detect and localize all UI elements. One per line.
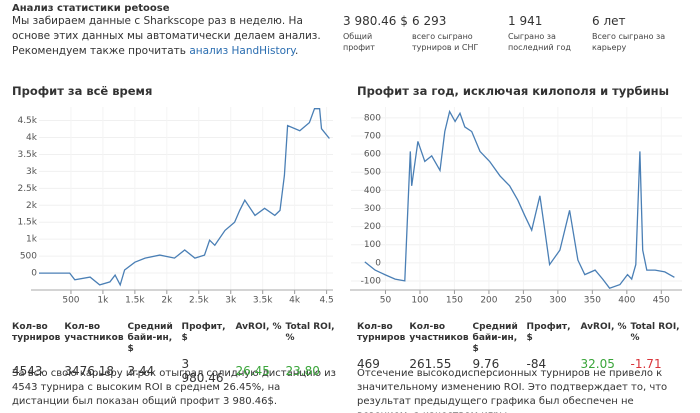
x-tick-label: 100 <box>411 296 428 306</box>
stat-label: Всего сыграно за карьеру <box>592 32 666 52</box>
x-tick-label: 1.5k <box>125 296 145 306</box>
stats-table: Кол-во турниров Кол-во участников Средний … <box>357 322 685 371</box>
cell: 23.80 <box>285 364 320 378</box>
x-tick-label: 350 <box>584 296 601 306</box>
x-tick-label: 150 <box>446 296 463 306</box>
y-tick-label: 3.5k <box>17 150 37 160</box>
y-tick-label: 1k <box>26 235 38 245</box>
y-tick-label: 300 <box>364 204 381 214</box>
column-header: Средний байи-ин, $ <box>472 322 518 354</box>
x-tick-label: 500 <box>62 296 79 306</box>
y-tick-label: 0 <box>31 269 37 279</box>
x-tick-label: 4.5 <box>319 296 333 306</box>
x-tick-label: 2k <box>161 296 173 306</box>
x-tick-label: 2.5k <box>189 296 209 306</box>
note: За всю свою карьеру игрок отыграл солидн… <box>12 368 336 407</box>
stat-label: Сыграно за последний год <box>508 32 571 52</box>
y-tick-label: 100 <box>364 240 381 250</box>
cell: -1.71 <box>630 357 662 371</box>
link[interactable]: анализ HandHistory <box>189 45 296 57</box>
y-tick-label: 500 <box>364 168 381 178</box>
y-tick-label: 2.5k <box>17 184 37 194</box>
y-tick-label: 500 <box>20 252 37 262</box>
x-tick-label: 450 <box>653 296 670 306</box>
x-tick-label: 300 <box>549 296 566 306</box>
cell: 32.05 <box>580 357 615 371</box>
line <box>364 109 675 289</box>
y-tick-label: 1.5k <box>17 218 37 228</box>
y-tick-label: 3k <box>26 167 38 177</box>
y-tick-label: -100 <box>361 276 382 286</box>
cell: 3 980.46 <box>181 357 224 385</box>
x-tick-label: 400 <box>618 296 635 306</box>
x-tick-label: 250 <box>515 296 532 306</box>
y-tick-label: 800 <box>364 113 381 123</box>
note: Отсечение высокодисперсионных турниров н… <box>357 368 668 413</box>
chart-title: Профит за всё время <box>12 84 153 98</box>
cell: 26.45 <box>235 364 270 378</box>
y-tick-label: 0 <box>375 258 381 268</box>
y-tick-label: 200 <box>364 222 381 232</box>
stat-label: всего сыграно турниров и СНГ <box>412 32 479 52</box>
column-header: Средний байи-ин, $ <box>127 322 173 354</box>
y-tick-label: 700 <box>364 131 381 141</box>
cell: 4543 <box>12 364 43 378</box>
x-tick-label: 50 <box>380 296 392 306</box>
chart: 0 500 1k 1.5k 2k 2.5k 3k 3.5k 4k 4.5k 500 1k 1.5k 2k 2… <box>17 107 334 306</box>
y-tick-label: 4k <box>26 133 38 143</box>
value-row: 469 261.55 9.76 -84 32.05 -1.71 <box>357 355 685 371</box>
stat-value: 1 941 <box>508 14 543 28</box>
cell: -84 <box>526 357 547 371</box>
chart-title: Профит за год, исключая килополя и турби… <box>357 84 669 98</box>
y-tick-label: 400 <box>364 186 381 196</box>
header-row: Кол-во турниров Кол-во участников Средний … <box>12 322 340 355</box>
x-tick-label: 4k <box>289 296 301 306</box>
text: Мы забираем данные с Sharkscope раз в не… <box>12 15 321 57</box>
text: . <box>295 45 299 57</box>
stat-value: 6 лет <box>592 14 626 28</box>
column-header: Кол-во участников <box>64 322 124 343</box>
y-tick-label: 600 <box>364 150 381 160</box>
stat-value: 6 293 <box>412 14 447 28</box>
y-tick-label: 4.5k <box>17 116 37 126</box>
intro: Мы забираем данные с Sharkscope раз в не… <box>12 14 322 59</box>
cell: 3.44 <box>127 364 155 378</box>
chart: -100 0 100 200 300 400 500 600 700 800 50 100 150 200… <box>350 107 682 306</box>
cell: 9.76 <box>472 357 500 371</box>
y-tick-label: 2k <box>26 201 38 211</box>
x-tick-label: 3.5k <box>253 296 273 306</box>
x-tick-label: 3k <box>225 296 237 306</box>
column-header: AvROI, % <box>235 322 282 332</box>
stats-table: Кол-во турниров Кол-во участников Средний … <box>12 322 340 385</box>
title: Анализ статистики petoose <box>12 3 170 14</box>
column-header: Профит, $ <box>526 322 571 343</box>
column-header: Total ROI, % <box>630 322 680 343</box>
column-header: AvROI, % <box>580 322 627 332</box>
column-header: Профит, $ <box>181 322 226 343</box>
column-header: Кол-во турниров <box>357 322 406 343</box>
x-tick-label: 200 <box>480 296 497 306</box>
value-row: 4543 3476.18 3.44 3 980.46 26.45 23.80 <box>12 355 340 385</box>
column-header: Кол-во участников <box>409 322 469 343</box>
column-header: Total ROI, % <box>285 322 335 343</box>
x-tick-label: 1k <box>97 296 109 306</box>
header-row: Кол-во турниров Кол-во участников Средний … <box>357 322 685 355</box>
stat-label: Общий профит <box>343 32 375 52</box>
cell: 261.55 <box>409 357 452 371</box>
column-header: Кол-во турниров <box>12 322 61 343</box>
stat-value: 3 980.46 $ <box>343 14 408 28</box>
cell: 469 <box>357 357 380 371</box>
line <box>39 108 330 287</box>
cell: 3476.18 <box>64 364 114 378</box>
